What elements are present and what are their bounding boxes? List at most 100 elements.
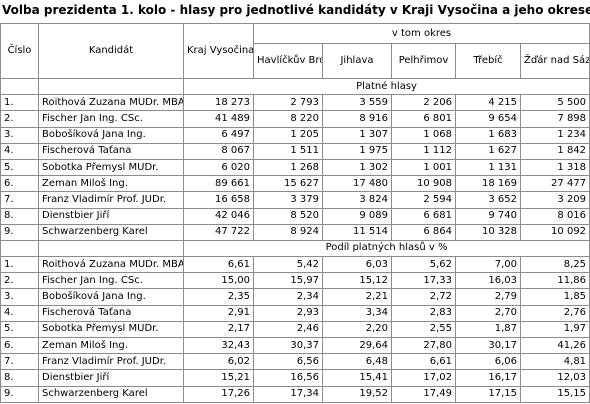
- candidate-name: Fischerová Taťana: [38, 304, 184, 322]
- value-cell: 2 206: [391, 94, 456, 112]
- section-label: Platné hlasy: [182, 77, 590, 96]
- value-cell: 89 661: [183, 175, 254, 193]
- empty-cell: [0, 239, 39, 258]
- value-cell: 3 559: [322, 94, 392, 112]
- row-number: 5.: [0, 320, 39, 339]
- table-head: Číslo Kandidát Kraj Vysočina v tom okres…: [0, 23, 590, 79]
- row-number: 1.: [0, 256, 39, 274]
- value-cell: 41 489: [183, 110, 254, 128]
- value-cell: 10 092: [519, 223, 590, 241]
- value-cell: 2,76: [519, 304, 590, 322]
- value-cell: 1 131: [455, 158, 521, 177]
- value-cell: 10 908: [391, 175, 456, 193]
- data-row: 6. Zeman Miloš Ing. 89 661 15 627 17 480 10 9…: [0, 175, 590, 193]
- value-cell: 8 067: [183, 142, 254, 160]
- data-row: 9. Schwarzenberg Karel 47 722 8 924 11 514 6 …: [0, 223, 590, 241]
- candidate-name: Schwarzenberg Karel: [38, 223, 184, 241]
- candidate-name: Dienstbier Jiří: [38, 207, 184, 225]
- row-number: 1.: [0, 94, 39, 112]
- data-row: 7. Franz Vladimír Prof. JUDr. 16 658 3 379 3…: [0, 191, 590, 209]
- results-table: Číslo Kandidát Kraj Vysočina v tom okres…: [0, 23, 590, 403]
- value-cell: 2 793: [253, 94, 323, 112]
- value-cell: 9 740: [455, 207, 521, 225]
- empty-cell: [38, 239, 184, 258]
- header-cell: Pelhřimov: [391, 43, 456, 79]
- value-cell: 11,86: [519, 272, 590, 290]
- section-row: Platné hlasy: [0, 77, 590, 96]
- value-cell: 6,56: [253, 353, 323, 371]
- value-cell: 1 627: [455, 142, 521, 160]
- value-cell: 6 020: [183, 158, 254, 177]
- value-cell: 6 864: [391, 223, 456, 241]
- value-cell: 1 068: [391, 126, 456, 144]
- value-cell: 2,17: [183, 320, 254, 339]
- value-cell: 17,34: [253, 385, 323, 403]
- data-row: 5. Sobotka Přemysl MUDr. 2,17 2,46 2,20 2,55 1…: [0, 320, 590, 339]
- value-cell: 16,56: [253, 369, 323, 387]
- row-number: 3.: [0, 288, 39, 306]
- title: Volba prezidenta 1. kolo - hlasy pro jed…: [2, 3, 590, 17]
- value-cell: 1 302: [322, 158, 392, 177]
- empty-cell: [0, 77, 39, 96]
- value-cell: 29,64: [322, 336, 392, 355]
- row-number: 2.: [0, 110, 39, 128]
- value-cell: 8,25: [519, 256, 590, 274]
- value-cell: 30,37: [253, 336, 323, 355]
- value-cell: 1,87: [455, 320, 521, 339]
- value-cell: 4,81: [519, 353, 590, 371]
- data-row: 2. Fischer Jan Ing. CSc. 15,00 15,97 15,12 17…: [0, 272, 590, 290]
- section-label: Podíl platných hlasů v %: [182, 239, 590, 258]
- row-number: 8.: [0, 207, 39, 225]
- candidate-name: Fischerová Taťana: [38, 142, 184, 160]
- candidate-name: Roithová Zuzana MUDr. MBA: [38, 256, 184, 274]
- value-cell: 6,06: [455, 353, 521, 371]
- header-cell: Kandidát: [38, 23, 184, 79]
- candidate-name: Sobotka Přemysl MUDr.: [38, 320, 184, 339]
- value-cell: 8 916: [322, 110, 392, 128]
- value-cell: 1 205: [253, 126, 323, 144]
- header-cell: Třebíč: [455, 43, 521, 79]
- row-number: 4.: [0, 304, 39, 322]
- value-cell: 32,43: [183, 336, 254, 355]
- data-row: 2. Fischer Jan Ing. CSc. 41 489 8 220 8 916 6…: [0, 110, 590, 128]
- value-cell: 9 089: [322, 207, 392, 225]
- data-row: 7. Franz Vladimír Prof. JUDr. 6,02 6,56 6,48…: [0, 353, 590, 371]
- value-cell: 2,34: [253, 288, 323, 306]
- data-row: 8. Dienstbier Jiří 42 046 8 520 9 089 6 681 9 …: [0, 207, 590, 225]
- value-cell: 7,00: [455, 256, 521, 274]
- value-cell: 17,49: [391, 385, 456, 403]
- value-cell: 1,85: [519, 288, 590, 306]
- row-number: 4.: [0, 142, 39, 160]
- value-cell: 15,00: [183, 272, 254, 290]
- value-cell: 1 975: [322, 142, 392, 160]
- value-cell: 1 307: [322, 126, 392, 144]
- value-cell: 6 801: [391, 110, 456, 128]
- value-cell: 6 497: [183, 126, 254, 144]
- value-cell: 3 824: [322, 191, 392, 209]
- value-cell: 19,52: [322, 385, 392, 403]
- candidate-name: Sobotka Přemysl MUDr.: [38, 158, 184, 177]
- value-cell: 2,55: [391, 320, 456, 339]
- value-cell: 2,35: [183, 288, 254, 306]
- candidate-name: Franz Vladimír Prof. JUDr.: [38, 353, 184, 371]
- header-cell: Jihlava: [322, 43, 392, 79]
- value-cell: 7 898: [519, 110, 590, 128]
- data-row: 4. Fischerová Taťana 2,91 2,93 3,34 2,83 2,70 2…: [0, 304, 590, 322]
- value-cell: 6,48: [322, 353, 392, 371]
- value-cell: 15,15: [519, 385, 590, 403]
- value-cell: 41,26: [519, 336, 590, 355]
- candidate-name: Roithová Zuzana MUDr. MBA: [38, 94, 184, 112]
- value-cell: 3,34: [322, 304, 392, 322]
- value-cell: 2,20: [322, 320, 392, 339]
- value-cell: 18 273: [183, 94, 254, 112]
- value-cell: 5,62: [391, 256, 456, 274]
- value-cell: 9 654: [455, 110, 521, 128]
- value-cell: 1 268: [253, 158, 323, 177]
- value-cell: 2,72: [391, 288, 456, 306]
- candidate-name: Bobošíková Jana Ing.: [38, 126, 184, 144]
- value-cell: 2,79: [455, 288, 521, 306]
- header-cell: Číslo: [0, 23, 39, 79]
- value-cell: 8 220: [253, 110, 323, 128]
- value-cell: 16 658: [183, 191, 254, 209]
- value-cell: 8 520: [253, 207, 323, 225]
